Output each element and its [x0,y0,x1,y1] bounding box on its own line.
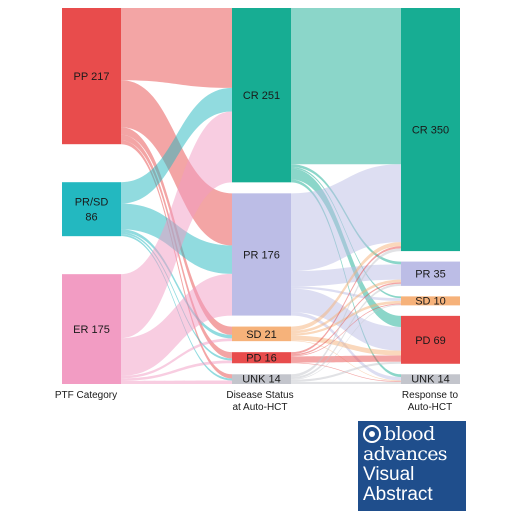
link-pr1-to-sd2 [291,286,401,301]
link-unk1-to-sd2 [291,304,401,380]
link-er-to-cr1 [121,111,232,339]
node-label-pd1: PD 16 [246,352,277,364]
link-prsd-to-cr1 [121,87,232,204]
link-pr1-to-cr2 [291,164,401,272]
node-label-prsd: PR/SD 86 [75,197,109,224]
link-unk1-to-unk2 [291,381,401,384]
axis-label-ptf-line-1: PTF Category [54,390,118,401]
nodes-layer: PP 217 PR/SD 86 ER 175 CR 251 PR 176 SD 21 PD 1… [62,8,460,386]
node-label-er: ER 175 [73,324,110,336]
link-cr1-to-cr2 [291,8,401,165]
node-label-unk1: UNK 14 [242,374,281,386]
link-sd1-to-cr2 [291,242,401,331]
logo-text-blood: blood [384,423,435,445]
node-sd2 [401,296,460,306]
logo-text-abstract: Abstract [363,484,433,505]
node-label-pr1: PR 176 [243,249,280,261]
node-pd1 [232,352,291,364]
blood-drop-logo-icon [363,425,381,443]
node-sd1 [232,326,291,342]
logo-text-advances: advances [363,443,448,465]
link-pp-to-cr1 [121,8,232,88]
axis-label-response-line-2: Auto-HCT [407,402,453,413]
node-label-sd2: SD 10 [415,295,446,307]
node-er [62,274,121,384]
node-pr2 [401,261,460,286]
node-pp [62,8,121,145]
link-unk1-to-cr2 [291,248,401,378]
link-sd1-to-sd2 [291,300,401,336]
node-label-pp: PP 217 [74,71,110,83]
link-pp-to-pr1 [121,80,232,246]
node-label-cr1: CR 251 [243,90,280,102]
link-pd1-to-sd2 [291,303,401,357]
link-pd1-to-cr2 [291,246,401,355]
link-sd1-to-pd2 [291,335,401,356]
node-pr1 [232,193,291,316]
node-label-sd1: SD 21 [246,329,277,341]
link-prsd-to-sd1 [121,229,232,339]
link-pd1-to-pd2 [291,355,401,363]
node-label-cr2: CR 350 [412,125,449,137]
link-pr1-to-pr2 [291,264,401,287]
axis-label-response-line-1: Response to [401,390,459,401]
axis-label-disease-line-2: at Auto-HCT [232,402,288,413]
link-unk1-to-pd2 [291,361,401,382]
node-cr2 [401,8,460,252]
node-unk1 [232,374,291,384]
link-er-to-pd1 [121,360,232,381]
link-sd1-to-pr2 [291,279,401,334]
axis-label-disease-status: Disease Status at Auto-HCT [210,390,310,414]
link-prsd-to-pd1 [121,232,232,361]
blood-advances-visual-abstract-logo: blood advances Visual Abstract [358,421,466,511]
link-er-to-sd1 [121,338,232,379]
link-er-to-unk1 [121,380,232,384]
link-pd1-to-pr2 [291,282,401,356]
node-unk2 [401,374,460,384]
axis-label-ptf-category: PTF Category [46,390,126,402]
node-cr1 [232,8,291,183]
axis-label-response: Response to Auto-HCT [380,390,480,414]
logo-text-visual: Visual [363,464,415,485]
links-layer [121,8,401,384]
link-er-to-pr1 [121,273,232,376]
node-label-pr2: PR 35 [415,269,446,281]
axis-label-disease-line-1: Disease Status [226,390,294,401]
node-label-pd2: PD 69 [415,335,446,347]
link-unk1-to-pr2 [291,283,401,380]
node-prsd [62,182,121,237]
node-pd2 [401,315,460,364]
node-label-unk2: UNK 14 [411,374,450,386]
